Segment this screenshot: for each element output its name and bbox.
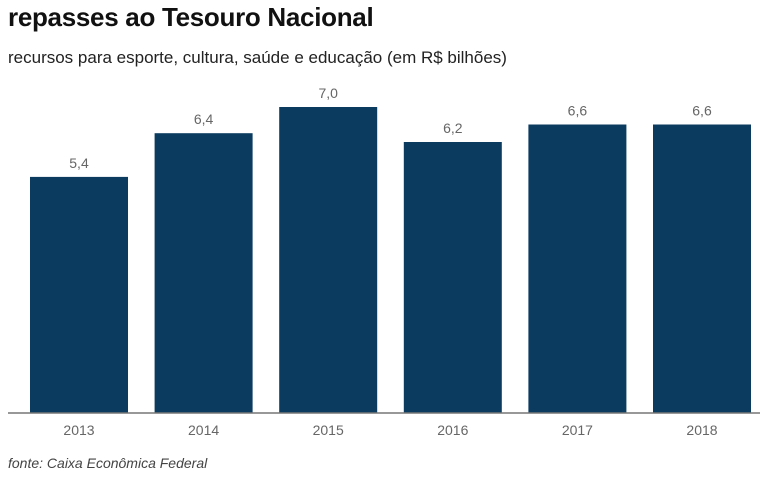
x-tick-label-2017: 2017 — [562, 422, 593, 438]
bar-2015 — [279, 107, 378, 413]
bar-2016 — [403, 142, 502, 413]
x-tick-label-2015: 2015 — [313, 422, 344, 438]
value-label-2018: 6,6 — [692, 103, 712, 119]
value-label-2013: 5,4 — [69, 155, 89, 171]
bar-2017 — [528, 124, 627, 413]
bar-2013 — [30, 176, 128, 413]
chart-subtitle: recursos para esporte, cultura, saúde e … — [8, 48, 507, 67]
bar-2018 — [653, 124, 751, 413]
x-tick-labels-group: 2013 2014 2015 2016 2017 2018 — [63, 422, 717, 438]
source-note: fonte: Caixa Econômica Federal — [8, 455, 208, 471]
value-label-2015: 7,0 — [318, 85, 338, 101]
value-label-2017: 6,6 — [568, 103, 588, 119]
x-tick-label-2013: 2013 — [63, 422, 94, 438]
chart-title: repasses ao Tesouro Nacional — [8, 2, 374, 32]
bar-2014 — [154, 133, 253, 413]
x-tick-label-2016: 2016 — [437, 422, 468, 438]
value-labels-group: 5,4 6,4 7,0 6,2 6,6 6,6 — [69, 85, 712, 171]
x-tick-label-2018: 2018 — [686, 422, 717, 438]
bars-group — [30, 107, 751, 413]
value-label-2014: 6,4 — [194, 111, 214, 127]
x-tick-label-2014: 2014 — [188, 422, 219, 438]
value-label-2016: 6,2 — [443, 120, 463, 136]
